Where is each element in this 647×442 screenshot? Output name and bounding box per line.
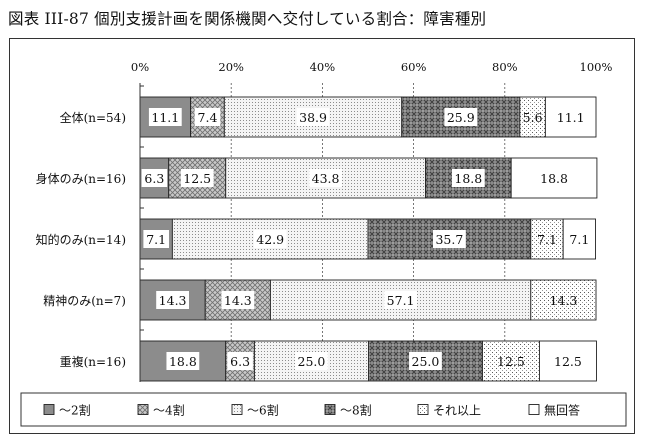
data-label: 12.5 xyxy=(554,354,582,369)
legend-swatch xyxy=(43,404,55,415)
legend-swatch xyxy=(137,404,149,415)
bar-segment xyxy=(562,218,596,260)
data-label: 6.3 xyxy=(144,171,164,186)
data-label-bg xyxy=(221,291,255,309)
legend-label: ～2割 xyxy=(59,403,91,418)
category-label: 精神のみ(n=7) xyxy=(43,294,126,308)
x-tick-label: 80% xyxy=(492,60,518,74)
data-label: 18.8 xyxy=(540,171,568,186)
data-label: 7.1 xyxy=(537,232,557,247)
legend-swatch xyxy=(417,404,429,415)
data-label: 35.7 xyxy=(435,232,463,247)
data-label-bg xyxy=(166,352,200,370)
x-tick-label: 40% xyxy=(310,60,336,74)
category-label: 全体(n=54) xyxy=(60,110,126,125)
data-label-bg xyxy=(409,352,442,370)
data-label: 18.8 xyxy=(454,171,482,186)
data-label-bg xyxy=(384,291,418,309)
data-label: 12.5 xyxy=(183,171,211,186)
bar-segment xyxy=(539,340,597,382)
data-label: 6.3 xyxy=(230,354,250,369)
data-label: 11.1 xyxy=(151,110,179,125)
legend-swatch xyxy=(231,404,243,415)
bar-segment xyxy=(482,340,540,382)
x-tick-label: 20% xyxy=(218,60,244,74)
data-label: 7.4 xyxy=(198,110,218,125)
bar-segment xyxy=(530,218,564,260)
data-label-bg xyxy=(253,230,287,248)
data-label-bg xyxy=(309,169,342,187)
data-label: 43.8 xyxy=(312,171,340,186)
data-label: 11.1 xyxy=(557,110,585,125)
data-label-bg xyxy=(143,230,169,248)
category-label: 身体のみ(n=16) xyxy=(36,171,126,186)
legend-label: ～4割 xyxy=(153,403,185,418)
data-label: 7.1 xyxy=(569,232,589,247)
data-label: 25.9 xyxy=(447,110,475,125)
x-tick-label: 100% xyxy=(580,60,613,74)
data-label-bg xyxy=(444,108,478,126)
chart-frame xyxy=(9,38,635,434)
data-label: 38.9 xyxy=(299,110,327,125)
data-label-bg xyxy=(432,230,466,248)
data-label-bg xyxy=(156,291,190,309)
data-label: 7.1 xyxy=(146,232,166,247)
legend-label: 無回答 xyxy=(544,403,580,418)
legend-label: それ以上 xyxy=(433,404,481,418)
data-label: 14.3 xyxy=(549,293,577,308)
data-label: 14.3 xyxy=(159,293,187,308)
data-label-bg xyxy=(227,352,253,370)
category-label: 重複(n=16) xyxy=(60,354,126,369)
x-tick-label: 0% xyxy=(131,60,149,74)
legend-label: ～6割 xyxy=(247,403,279,418)
data-label: 25.0 xyxy=(298,354,326,369)
data-label-bg xyxy=(141,169,168,187)
bar-segment xyxy=(530,279,597,321)
data-label-bg xyxy=(180,169,214,187)
data-label-bg xyxy=(451,169,485,187)
data-label: 25.0 xyxy=(412,354,440,369)
data-label-bg xyxy=(295,352,328,370)
category-label: 知的のみ(n=14) xyxy=(36,232,126,247)
bar-segment xyxy=(510,157,598,199)
data-label-bg xyxy=(194,108,221,126)
x-tick-label: 60% xyxy=(401,60,427,74)
bar-segment xyxy=(519,96,546,138)
data-label: 42.9 xyxy=(256,232,284,247)
data-label: 18.8 xyxy=(169,354,197,369)
data-label-bg xyxy=(296,108,330,126)
data-label: 5.6 xyxy=(523,110,543,125)
legend-box xyxy=(20,392,627,427)
legend-swatch xyxy=(324,404,336,415)
legend-label: ～8割 xyxy=(340,403,372,418)
data-label: 12.5 xyxy=(497,354,525,369)
data-label: 14.3 xyxy=(224,293,252,308)
data-label: 57.1 xyxy=(387,293,415,308)
data-label-bg xyxy=(148,108,182,126)
legend-swatch xyxy=(528,404,540,415)
bar-segment xyxy=(544,96,597,138)
chart-title: 図表 III-87 個別支援計画を関係機関へ交付している割合：障害種別 xyxy=(8,10,487,28)
